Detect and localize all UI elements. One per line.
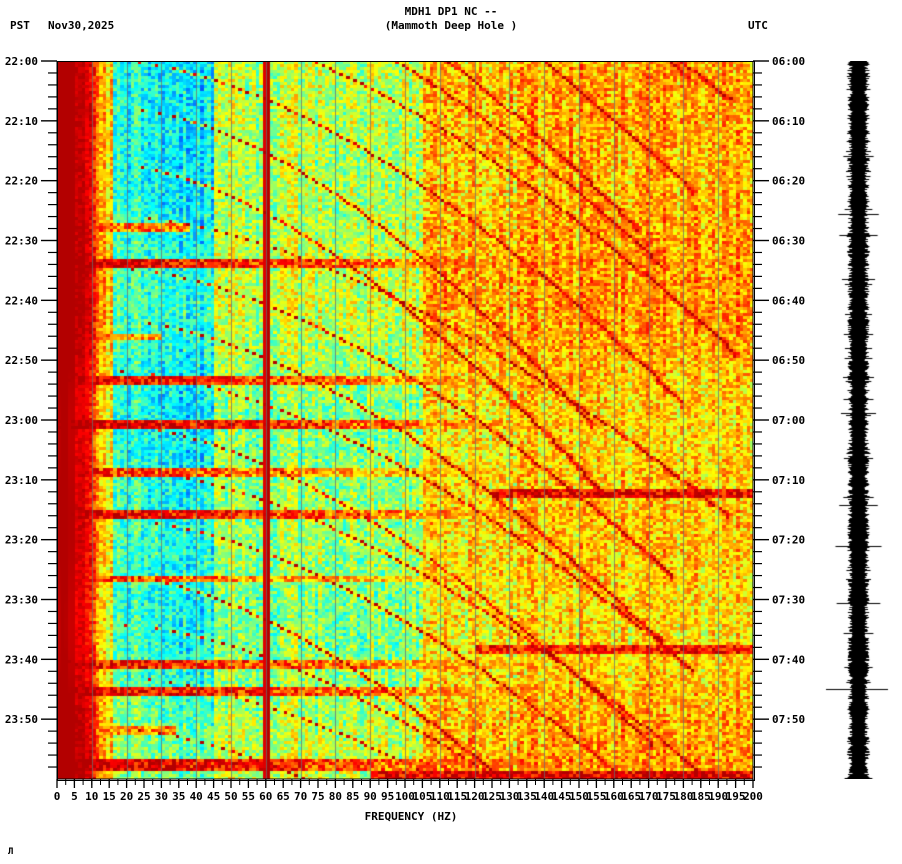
- svg-text:105: 105: [412, 790, 432, 803]
- svg-text:07:20: 07:20: [772, 534, 805, 547]
- svg-text:23:10: 23:10: [5, 474, 38, 487]
- svg-text:23:00: 23:00: [5, 414, 38, 427]
- timezone-right-label: UTC: [748, 19, 768, 32]
- svg-text:07:00: 07:00: [772, 414, 805, 427]
- svg-text:65: 65: [277, 790, 290, 803]
- svg-text:22:50: 22:50: [5, 354, 38, 367]
- svg-text:23:20: 23:20: [5, 534, 38, 547]
- svg-text:90: 90: [364, 790, 377, 803]
- time-axis-pst: 22:00 22:10 22:20 22:30 22:40 22:50 23:00 23:10…: [5, 55, 58, 779]
- svg-text:115: 115: [447, 790, 467, 803]
- svg-text:07:10: 07:10: [772, 474, 805, 487]
- svg-text:22:20: 22:20: [5, 175, 38, 188]
- svg-text:22:10: 22:10: [5, 115, 38, 128]
- svg-text:07:30: 07:30: [772, 594, 805, 607]
- svg-text:50: 50: [224, 790, 237, 803]
- svg-text:15: 15: [103, 790, 116, 803]
- svg-text:145: 145: [552, 790, 572, 803]
- spectrogram-canvas: [57, 61, 753, 779]
- svg-text:40: 40: [190, 790, 203, 803]
- svg-text:95: 95: [381, 790, 394, 803]
- svg-text:06:20: 06:20: [772, 175, 805, 188]
- svg-text:140: 140: [534, 790, 554, 803]
- svg-text:07:40: 07:40: [772, 653, 805, 666]
- seismogram-trace-canvas: [820, 61, 900, 779]
- date-label: Nov30,2025: [48, 19, 115, 32]
- svg-text:22:00: 22:00: [5, 55, 38, 68]
- svg-text:0: 0: [54, 790, 61, 803]
- svg-text:10: 10: [85, 790, 98, 803]
- timezone-left-label: PST: [10, 19, 30, 32]
- svg-text:155: 155: [586, 790, 606, 803]
- svg-text:23:50: 23:50: [5, 713, 38, 726]
- svg-text:60: 60: [259, 790, 272, 803]
- svg-text:160: 160: [604, 790, 624, 803]
- time-axis-utc: 06:00 06:10 06:20 06:30 06:40 06:50 07:00 07:10…: [752, 55, 805, 779]
- frequency-axis-title-text: FREQUENCY (HZ): [364, 810, 458, 823]
- svg-text:06:00: 06:00: [772, 55, 805, 68]
- svg-text:130: 130: [499, 790, 519, 803]
- svg-text:195: 195: [726, 790, 746, 803]
- svg-text:45: 45: [207, 790, 220, 803]
- svg-text:20: 20: [120, 790, 133, 803]
- svg-text:5: 5: [71, 790, 78, 803]
- svg-text:70: 70: [294, 790, 307, 803]
- svg-text:06:40: 06:40: [772, 294, 805, 307]
- svg-text:06:30: 06:30: [772, 235, 805, 248]
- svg-text:175: 175: [656, 790, 676, 803]
- corner-artifact-mark: Л: [8, 847, 14, 857]
- svg-text:125: 125: [482, 790, 502, 803]
- frequency-axis-title: FREQUENCY (HZ): [0, 810, 902, 823]
- spectrogram-plot: [57, 61, 753, 779]
- svg-text:75: 75: [311, 790, 324, 803]
- svg-text:200: 200: [743, 790, 763, 803]
- station-title: MDH1 DP1 NC --: [404, 5, 498, 18]
- svg-text:165: 165: [621, 790, 641, 803]
- svg-text:190: 190: [708, 790, 728, 803]
- svg-text:06:10: 06:10: [772, 115, 805, 128]
- svg-text:80: 80: [329, 790, 342, 803]
- svg-text:135: 135: [517, 790, 537, 803]
- svg-text:100: 100: [395, 790, 415, 803]
- svg-text:150: 150: [569, 790, 589, 803]
- svg-text:25: 25: [137, 790, 150, 803]
- svg-text:23:40: 23:40: [5, 653, 38, 666]
- station-subtitle: (Mammoth Deep Hole ): [384, 19, 518, 32]
- svg-text:170: 170: [639, 790, 659, 803]
- svg-text:23:30: 23:30: [5, 594, 38, 607]
- svg-text:85: 85: [346, 790, 359, 803]
- svg-text:22:40: 22:40: [5, 294, 38, 307]
- svg-text:110: 110: [430, 790, 450, 803]
- svg-text:185: 185: [691, 790, 711, 803]
- svg-text:07:50: 07:50: [772, 713, 805, 726]
- svg-text:55: 55: [242, 790, 255, 803]
- svg-text:120: 120: [465, 790, 485, 803]
- svg-text:06:50: 06:50: [772, 354, 805, 367]
- seismogram-trace: [820, 61, 900, 779]
- svg-text:35: 35: [172, 790, 185, 803]
- svg-text:22:30: 22:30: [5, 235, 38, 248]
- svg-text:30: 30: [155, 790, 168, 803]
- svg-text:180: 180: [673, 790, 693, 803]
